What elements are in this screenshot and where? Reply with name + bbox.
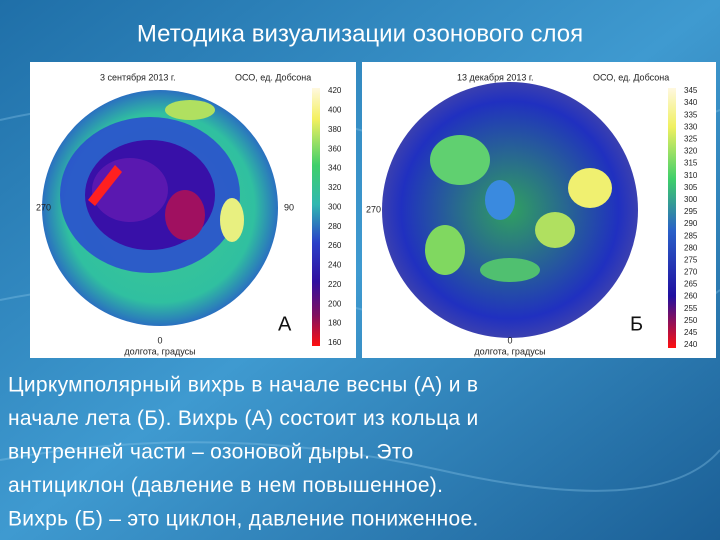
colorbar-tick: 220 [328, 280, 342, 289]
unit: ОСО, ед. Добсона [593, 72, 669, 82]
axis-label: долгота, градусы [124, 346, 195, 356]
map-b [382, 82, 638, 338]
colorbar-tick: 420 [328, 86, 342, 95]
unit: ОСО, ед. Добсона [235, 72, 311, 82]
colorbar-tick: 300 [684, 195, 698, 204]
colorbar-tick: 270 [684, 268, 698, 277]
colorbar-tick: 335 [684, 110, 698, 119]
colorbar-tick: 320 [328, 183, 342, 192]
colorbar-tick: 160 [328, 338, 342, 347]
colorbar-tick: 275 [684, 255, 698, 264]
date: 13 декабря 2013 г. [457, 72, 534, 82]
lon-label: 0 [157, 335, 162, 345]
panel-letter: Б [630, 313, 643, 335]
colorbar-tick: 340 [328, 164, 342, 173]
colorbar-tick: 380 [328, 125, 342, 134]
colorbar-tick: 255 [684, 304, 698, 313]
body-line: Вихрь (Б) – это циклон, давление понижен… [8, 508, 479, 531]
lon-label: 0 [507, 335, 512, 345]
date: 3 сентября 2013 г. [100, 72, 176, 82]
colorbar-tick: 265 [684, 280, 698, 289]
colorbar-tick: 310 [684, 171, 698, 180]
body-line: начале лета (Б). Вихрь (А) состоит из ко… [8, 407, 479, 430]
colorbar-tick: 330 [684, 122, 698, 131]
colorbar-a [312, 88, 320, 346]
colorbar-tick: 180 [328, 319, 342, 328]
panel-letter: А [278, 313, 292, 335]
colorbar-tick: 260 [328, 241, 342, 250]
colorbar-tick: 280 [328, 222, 342, 231]
colorbar-tick: 345 [684, 86, 698, 95]
colorbar-b [668, 88, 676, 348]
colorbar-tick: 400 [328, 105, 342, 114]
colorbar-tick: 315 [684, 159, 698, 168]
colorbar-tick: 295 [684, 207, 698, 216]
body-text: Циркумполярный вихрь в начале весны (А) … [8, 374, 479, 531]
colorbar-tick: 340 [684, 98, 698, 107]
colorbar-tick: 250 [684, 316, 698, 325]
colorbar-tick: 290 [684, 219, 698, 228]
body-line: антициклон (давление в нем повышенное). [8, 474, 443, 497]
colorbar-tick: 285 [684, 231, 698, 240]
lon-label: 90 [284, 202, 294, 212]
colorbar-tick: 245 [684, 328, 698, 337]
colorbar-tick: 325 [684, 134, 698, 143]
colorbar-tick: 320 [684, 147, 698, 156]
axis-label: долгота, градусы [474, 346, 545, 356]
colorbar-tick: 360 [328, 144, 342, 153]
colorbar-tick: 240 [328, 261, 342, 270]
colorbar-tick: 240 [684, 340, 698, 349]
lon-label: 270 [36, 202, 51, 212]
body-line: внутренней части – озоновой дыры. Это [8, 441, 414, 464]
colorbar-tick: 260 [684, 292, 698, 301]
colorbar-tick: 300 [328, 202, 342, 211]
colorbar-tick: 200 [328, 299, 342, 308]
map-a [42, 90, 278, 326]
colorbar-tick: 280 [684, 243, 698, 252]
body-line: Циркумполярный вихрь в начале весны (А) … [8, 374, 478, 397]
colorbar-tick: 305 [684, 183, 698, 192]
lon-label: 270 [366, 204, 381, 214]
title: Методика визуализации озонового слоя [137, 20, 583, 47]
